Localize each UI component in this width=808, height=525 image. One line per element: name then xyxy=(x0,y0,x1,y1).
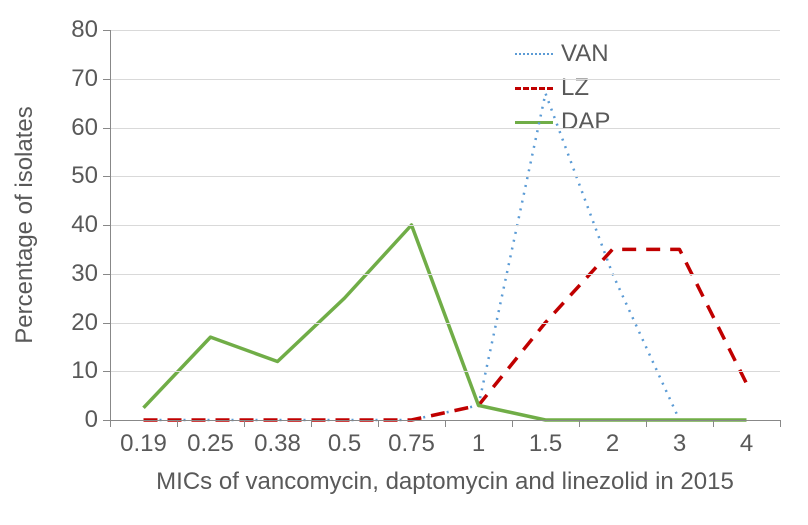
y-tick-mark xyxy=(103,30,110,31)
y-tick-label: 70 xyxy=(71,65,98,93)
x-tick-mark xyxy=(646,420,647,427)
x-tick-mark xyxy=(713,420,714,427)
x-tick-label: 4 xyxy=(740,430,753,458)
gridline xyxy=(110,79,780,80)
x-tick-label: 0.19 xyxy=(120,430,167,458)
y-tick-label: 30 xyxy=(71,260,98,288)
x-tick-mark xyxy=(177,420,178,427)
y-tick-label: 50 xyxy=(71,162,98,190)
gridline xyxy=(110,30,780,31)
x-tick-label: 0.25 xyxy=(187,430,234,458)
y-tick-label: 60 xyxy=(71,114,98,142)
x-tick-mark xyxy=(579,420,580,427)
gridline xyxy=(110,128,780,129)
y-tick-mark xyxy=(103,274,110,275)
series-line-lz xyxy=(144,249,747,420)
x-tick-label: 0.5 xyxy=(328,430,361,458)
x-tick-mark xyxy=(110,420,111,427)
y-tick-label: 40 xyxy=(71,211,98,239)
y-tick-mark xyxy=(103,371,110,372)
y-tick-mark xyxy=(103,176,110,177)
x-tick-label: 3 xyxy=(673,430,686,458)
x-tick-mark xyxy=(780,420,781,427)
x-tick-mark xyxy=(244,420,245,427)
x-tick-label: 2 xyxy=(606,430,619,458)
x-tick-mark xyxy=(512,420,513,427)
y-axis-line xyxy=(110,30,111,420)
x-tick-mark xyxy=(378,420,379,427)
x-tick-label: 0.38 xyxy=(254,430,301,458)
x-tick-mark xyxy=(445,420,446,427)
y-tick-label: 80 xyxy=(71,16,98,44)
gridline xyxy=(110,225,780,226)
y-tick-mark xyxy=(103,420,110,421)
mic-line-chart: Percentage of isolates MICs of vancomyci… xyxy=(0,0,808,525)
gridline xyxy=(110,274,780,275)
y-tick-label: 20 xyxy=(71,309,98,337)
y-tick-mark xyxy=(103,79,110,80)
gridline xyxy=(110,371,780,372)
y-tick-mark xyxy=(103,128,110,129)
gridline xyxy=(110,323,780,324)
y-tick-mark xyxy=(103,225,110,226)
y-tick-label: 10 xyxy=(71,357,98,385)
x-tick-mark xyxy=(311,420,312,427)
y-tick-label: 0 xyxy=(85,406,98,434)
x-tick-label: 1 xyxy=(472,430,485,458)
x-tick-label: 1.5 xyxy=(529,430,562,458)
gridline xyxy=(110,176,780,177)
y-tick-mark xyxy=(103,323,110,324)
x-tick-label: 0.75 xyxy=(388,430,435,458)
